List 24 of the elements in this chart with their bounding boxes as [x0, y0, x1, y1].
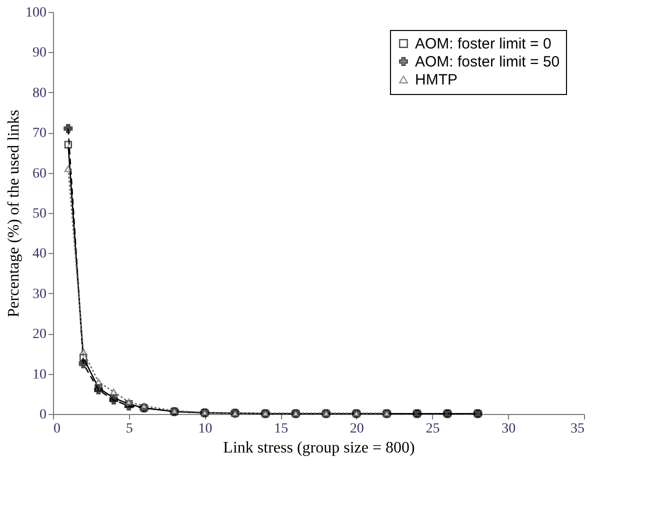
y-tick-label: 100	[26, 6, 46, 20]
y-tick-label: 70	[32, 126, 46, 142]
y-tick-label: 90	[32, 46, 46, 61]
y-tick-label: 60	[32, 166, 46, 182]
legend-label: HMTP	[415, 72, 458, 88]
y-tick-label: 0	[40, 408, 46, 422]
x-tick-label: 15	[274, 422, 288, 436]
y-axis-title: Percentage (%) of the used links	[6, 110, 22, 318]
y-tick-label: 30	[32, 286, 46, 302]
y-tick-label: 80	[32, 86, 46, 101]
x-tick-label: 0	[54, 422, 60, 436]
x-tick-label: 10	[198, 422, 212, 436]
x-tick-label: 35	[570, 422, 584, 436]
x-tick-label: 25	[426, 422, 440, 436]
y-tick-label: 20	[32, 327, 46, 342]
x-tick-label: 5	[126, 422, 133, 436]
y-tick-label: 40	[32, 246, 46, 262]
y-tick-label: 10	[32, 367, 46, 382]
x-tick-label: 30	[502, 422, 516, 436]
legend-label: AOM: foster limit = 50	[415, 54, 560, 70]
x-axis-title: Link stress (group size = 800)	[223, 440, 415, 456]
x-tick-label: 20	[350, 422, 364, 436]
legend-label: AOM: foster limit = 0	[415, 36, 552, 52]
y-tick-label: 50	[32, 206, 46, 222]
